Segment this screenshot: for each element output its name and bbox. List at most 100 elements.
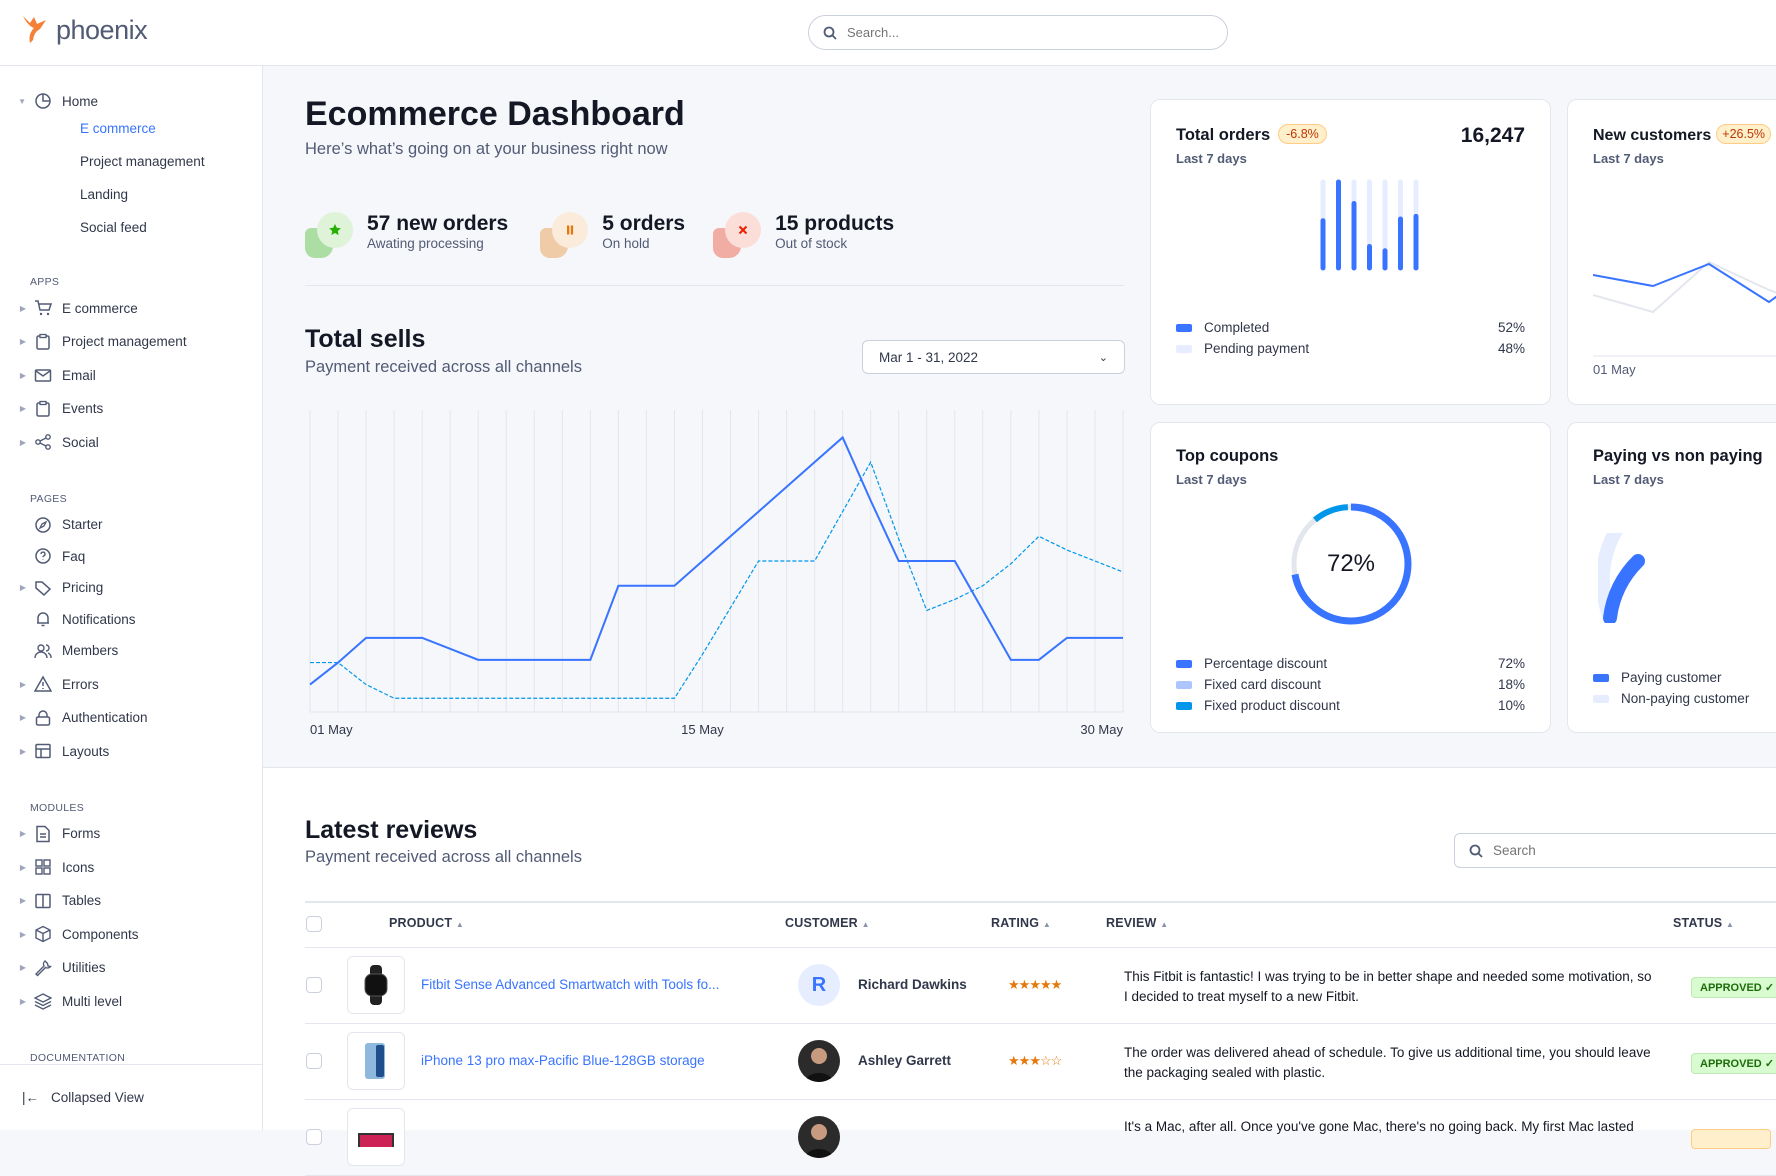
- sidebar-item-e-commerce[interactable]: ▶ E commerce: [0, 293, 262, 323]
- file-text-icon: [34, 825, 52, 843]
- paying-title: Paying vs non paying: [1593, 447, 1763, 465]
- sidebar-item-components[interactable]: ▶ Components: [0, 919, 262, 949]
- column-header-rating[interactable]: RATING ▲︎: [991, 916, 1051, 930]
- sidebar-item-authentication[interactable]: ▶ Authentication: [0, 703, 262, 733]
- column-header-customer[interactable]: CUSTOMER ▲︎: [785, 916, 870, 930]
- star-filled-icon: ★: [1029, 977, 1041, 992]
- sidebar-item-social[interactable]: ▶ Social: [0, 427, 262, 457]
- sidebar-item-label: Utilities: [62, 960, 106, 975]
- product-thumbnail[interactable]: [347, 1032, 405, 1090]
- new-customers-badge: +26.5%: [1716, 124, 1772, 144]
- sidebar-item-project-management[interactable]: ▶ Project management: [0, 327, 262, 357]
- sidebar-item-notifications[interactable]: Notifications: [0, 604, 262, 634]
- customer-avatar: R: [798, 964, 840, 1006]
- clipboard-icon: [34, 333, 52, 351]
- legend-item: Fixed product discount 10%: [1176, 695, 1525, 716]
- sidebar-section-title: MODULES: [30, 801, 85, 814]
- customer-name[interactable]: Richard Dawkins: [858, 977, 967, 992]
- collapsed-view-button[interactable]: |← Collapsed View: [0, 1064, 262, 1130]
- customer-name[interactable]: Ashley Garrett: [858, 1053, 952, 1068]
- rating-stars: ★★★★★: [1008, 977, 1062, 993]
- column-header-label: PRODUCT: [389, 916, 453, 930]
- sidebar-item-label: Layouts: [62, 743, 110, 759]
- product-thumbnail[interactable]: [347, 956, 405, 1014]
- page-header: Ecommerce Dashboard Here’s what’s going …: [305, 95, 685, 159]
- sidebar-item-starter[interactable]: Starter: [0, 510, 262, 540]
- sidebar-item-label: Social: [62, 434, 99, 450]
- previous-period-line: [1593, 260, 1776, 314]
- sidebar-item-multi-level[interactable]: ▶ Multi level: [0, 986, 262, 1016]
- select-all-checkbox[interactable]: [306, 916, 322, 932]
- caret-right-icon: ▶: [19, 437, 26, 447]
- brand-logo[interactable]: phoenix: [20, 14, 148, 46]
- clipboard-icon: [34, 400, 52, 418]
- pause-stat-badge: [540, 212, 590, 262]
- sidebar-item-icons[interactable]: ▶ Icons: [0, 852, 262, 882]
- product-link[interactable]: iPhone 13 pro max-Pacific Blue-128GB sto…: [421, 1053, 705, 1068]
- legend-item: Paying customer: [1593, 667, 1776, 688]
- sidebar-item-tables[interactable]: ▶ Tables: [0, 886, 262, 916]
- sidebar-item-errors[interactable]: ▶ Errors: [0, 669, 262, 699]
- donut-center-value: 72%: [1326, 550, 1376, 577]
- star-filled-icon: ★: [1039, 977, 1052, 992]
- stats-row: 57 new orders Awating processing 5 orders…: [305, 212, 894, 262]
- column-header-product[interactable]: PRODUCT ▲︎: [389, 916, 464, 930]
- global-search[interactable]: [808, 15, 1228, 50]
- legend-value: 48%: [1497, 341, 1525, 356]
- x-tick-label: 30 May: [1080, 722, 1123, 737]
- latest-reviews-section: Latest reviews Payment received across a…: [263, 767, 1776, 1176]
- reviews-search[interactable]: [1454, 833, 1776, 868]
- review-text: This Fitbit is fantastic! I was trying t…: [1124, 969, 1652, 1004]
- sidebar-item-pricing[interactable]: ▶ Pricing: [0, 573, 262, 603]
- column-header-status[interactable]: STATUS ▲︎: [1673, 916, 1734, 930]
- stat-item: 15 products Out of stock: [713, 212, 894, 262]
- sidebar-item-email[interactable]: ▶ Email: [0, 360, 262, 390]
- sidebar-item-members[interactable]: Members: [0, 636, 262, 666]
- date-range-select[interactable]: Mar 1 - 31, 2022 ⌄: [862, 340, 1125, 374]
- row-checkbox[interactable]: [306, 977, 322, 993]
- sidebar-item-home[interactable]: ▼ Home: [0, 86, 262, 116]
- sidebar-item-faq[interactable]: Faq: [0, 541, 262, 571]
- sidebar-subitem[interactable]: Landing: [80, 187, 129, 202]
- sidebar-item-label: Errors: [62, 676, 99, 692]
- column-header-label: REVIEW: [1106, 916, 1157, 930]
- sidebar-subitem[interactable]: E commerce: [80, 121, 156, 136]
- status-label: APPROVED: [1700, 982, 1762, 994]
- total-sells-title: Total sells: [305, 325, 426, 353]
- sidebar-subitem[interactable]: Social feed: [80, 220, 147, 235]
- caret-right-icon: ▶: [19, 929, 26, 939]
- legend-label: Pending payment: [1204, 341, 1310, 356]
- customer-avatar: [798, 1040, 840, 1082]
- stat-label: Out of stock: [775, 236, 848, 251]
- sort-icon: ▲︎: [1726, 920, 1735, 929]
- sidebar-item-label: Home: [62, 93, 99, 109]
- star-empty-icon: ☆: [1039, 1053, 1052, 1068]
- total-sells-header: Total sells Payment received across all …: [305, 325, 582, 377]
- phoenix-logo-icon: [23, 16, 46, 43]
- top-coupons-title: Top coupons: [1176, 447, 1279, 465]
- legend-label: Completed: [1204, 320, 1270, 335]
- row-checkbox[interactable]: [306, 1129, 322, 1145]
- reviews-search-input[interactable]: [1493, 843, 1670, 858]
- sidebar-item-utilities[interactable]: ▶ Utilities: [0, 953, 262, 983]
- row-checkbox[interactable]: [306, 1053, 322, 1069]
- sort-icon: ▲︎: [455, 920, 465, 929]
- product-thumbnail[interactable]: [347, 1108, 405, 1166]
- column-header-review[interactable]: REVIEW ▲︎: [1106, 916, 1168, 930]
- sidebar-item-layouts[interactable]: ▶ Layouts: [0, 736, 262, 766]
- caret-right-icon: ▶: [19, 746, 26, 756]
- legend-swatch: [1176, 323, 1192, 332]
- sidebar-item-events[interactable]: ▶ Events: [0, 394, 262, 424]
- sidebar-item-label: Pricing: [62, 580, 104, 595]
- date-range-value: Mar 1 - 31, 2022: [879, 349, 979, 365]
- global-search-input[interactable]: [847, 25, 1187, 40]
- sidebar-item-label: Forms: [62, 826, 101, 841]
- compass-icon: [34, 516, 52, 534]
- sidebar-item-forms[interactable]: ▶ Forms: [0, 819, 262, 849]
- product-link[interactable]: Fitbit Sense Advanced Smartwatch with To…: [421, 977, 720, 992]
- sidebar-item-label: Authentication: [62, 710, 148, 725]
- sidebar-subitem[interactable]: Project management: [80, 154, 205, 169]
- legend-value: 18%: [1497, 677, 1525, 692]
- layers-icon: [34, 992, 52, 1010]
- legend-label: Fixed product discount: [1204, 698, 1340, 713]
